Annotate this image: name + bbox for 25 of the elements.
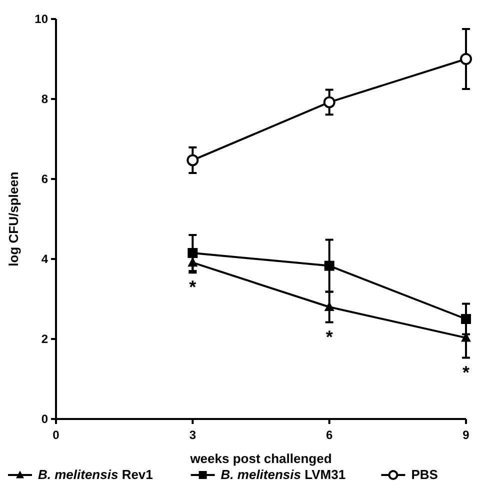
legend-label: B. melitensis LVM31 [220,467,346,482]
x-tick-label: 6 [326,428,333,442]
y-axis-title: log CFU/spleen [6,172,21,266]
point [324,302,334,311]
x-tick-label: 0 [52,428,60,442]
y-tick-label: 0 [41,412,48,426]
x-tick-label: 3 [189,428,196,442]
legend-label: B. melitensis Rev1 [38,467,153,482]
y-tick-label: 8 [41,92,48,106]
point [324,260,334,271]
point [188,248,198,258]
y-tick-label: 2 [41,332,48,346]
x-axis-title: weeks post challenged [189,451,332,466]
point [460,53,472,65]
y-tick-label: 6 [41,172,48,186]
y-tick-label: 4 [41,252,48,266]
annotation: * [326,326,333,347]
point [186,154,199,166]
annotation: * [462,362,470,382]
x-tick-label: 9 [462,428,470,442]
point [461,314,471,324]
annotation: * [189,277,196,298]
y-tick-label: 10 [34,12,48,26]
legend-label: PBS [411,467,438,482]
point [323,96,336,108]
